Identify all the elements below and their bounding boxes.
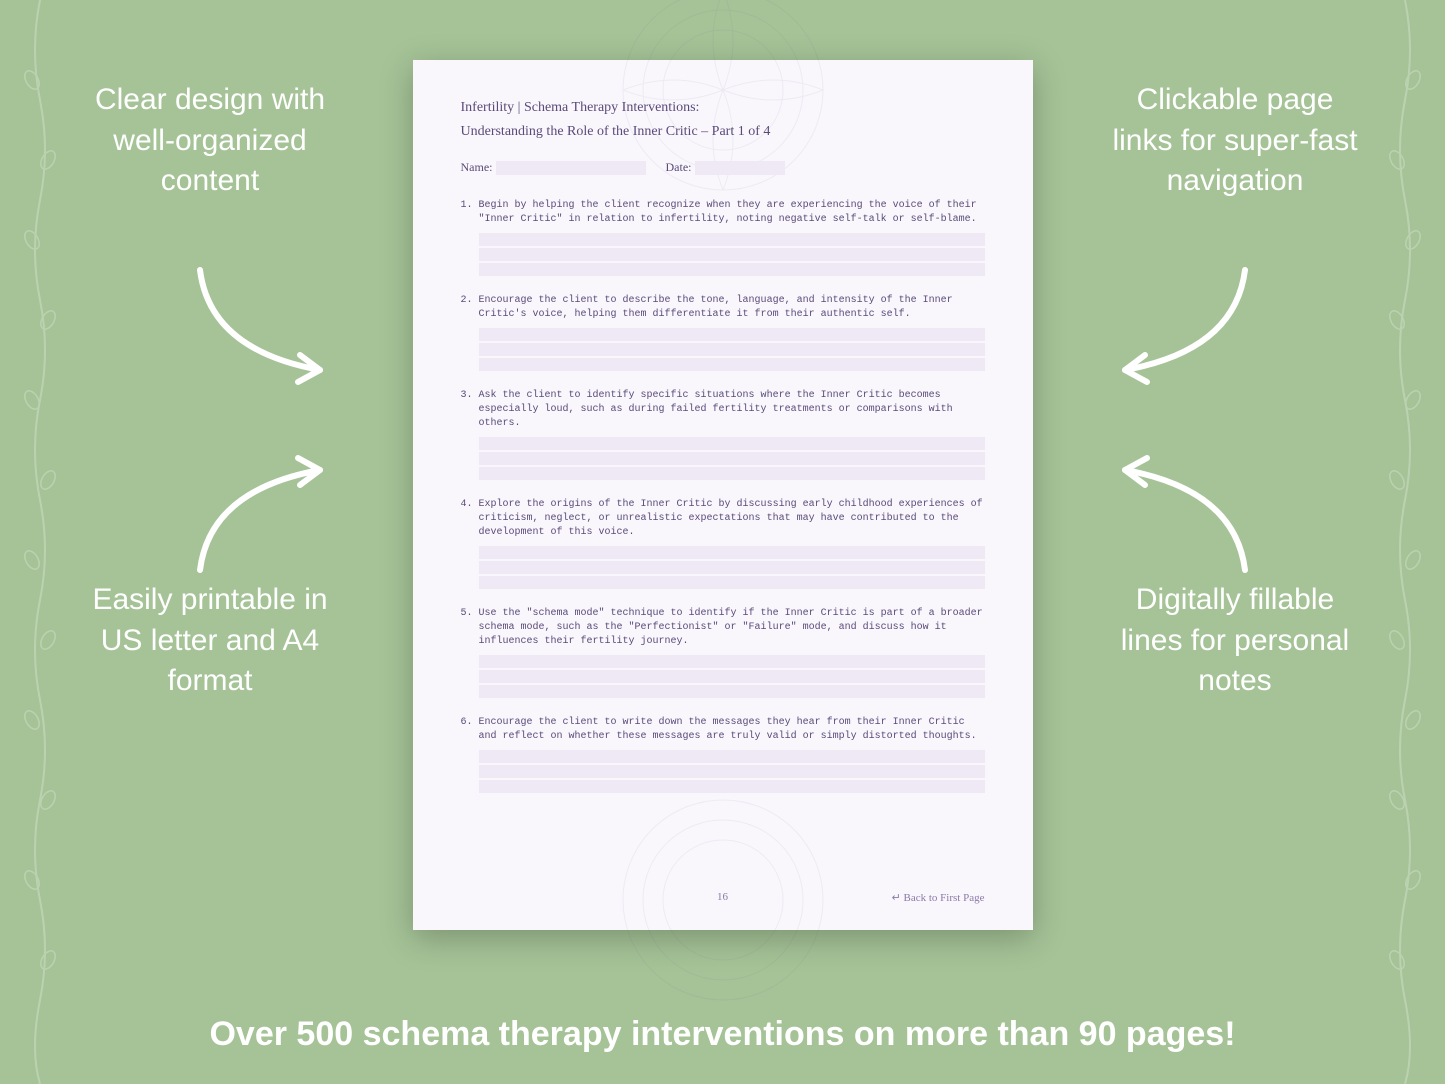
- callout-top-right: Clickable page links for super-fast navi…: [1105, 80, 1365, 202]
- fillable-lines[interactable]: [479, 233, 985, 276]
- item-text: Begin by helping the client recognize wh…: [479, 199, 985, 227]
- callout-top-left: Clear design with well-organized content: [80, 80, 340, 202]
- arrow-bottom-right: [1095, 450, 1265, 580]
- date-input[interactable]: [695, 161, 785, 175]
- name-field: Name:: [461, 160, 646, 175]
- item-number: 4.: [461, 498, 473, 540]
- vine-border-right: [1375, 0, 1435, 1084]
- fill-line[interactable]: [479, 561, 985, 574]
- fill-line[interactable]: [479, 685, 985, 698]
- fillable-lines[interactable]: [479, 437, 985, 480]
- fill-line[interactable]: [479, 576, 985, 589]
- fill-line[interactable]: [479, 546, 985, 559]
- item-text: Encourage the client to write down the m…: [479, 716, 985, 744]
- item-text: Encourage the client to describe the ton…: [479, 294, 985, 322]
- fill-line[interactable]: [479, 670, 985, 683]
- fillable-lines[interactable]: [479, 546, 985, 589]
- fill-line[interactable]: [479, 765, 985, 778]
- item-text: Explore the origins of the Inner Critic …: [479, 498, 985, 540]
- fill-line[interactable]: [479, 467, 985, 480]
- arrow-bottom-left: [180, 450, 350, 580]
- item-number: 2.: [461, 294, 473, 322]
- name-input[interactable]: [496, 161, 646, 175]
- worksheet-subtitle: Understanding the Role of the Inner Crit…: [461, 124, 985, 140]
- fillable-lines[interactable]: [479, 750, 985, 793]
- worksheet-item: 6.Encourage the client to write down the…: [461, 716, 985, 793]
- fill-line[interactable]: [479, 750, 985, 763]
- vine-border-left: [10, 0, 70, 1084]
- worksheet-page: Infertility | Schema Therapy Interventio…: [413, 60, 1033, 930]
- worksheet-title: Infertility | Schema Therapy Interventio…: [461, 100, 985, 116]
- worksheet-item: 3.Ask the client to identify specific si…: [461, 389, 985, 480]
- item-text: Ask the client to identify specific situ…: [479, 389, 985, 431]
- fill-line[interactable]: [479, 358, 985, 371]
- worksheet-item: 5.Use the "schema mode" technique to ide…: [461, 607, 985, 698]
- callout-bottom-left: Easily printable in US letter and A4 for…: [80, 580, 340, 702]
- worksheet-item: 4.Explore the origins of the Inner Criti…: [461, 498, 985, 589]
- fill-line[interactable]: [479, 328, 985, 341]
- fill-line[interactable]: [479, 233, 985, 246]
- arrow-top-right: [1095, 260, 1265, 390]
- fill-line[interactable]: [479, 780, 985, 793]
- callout-bottom-right: Digitally fillable lines for personal no…: [1105, 580, 1365, 702]
- item-text: Use the "schema mode" technique to ident…: [479, 607, 985, 649]
- fill-line[interactable]: [479, 248, 985, 261]
- fill-line[interactable]: [479, 343, 985, 356]
- item-number: 1.: [461, 199, 473, 227]
- worksheet-item: 1.Begin by helping the client recognize …: [461, 199, 985, 276]
- name-label: Name:: [461, 160, 493, 174]
- fill-line[interactable]: [479, 437, 985, 450]
- worksheet-item: 2.Encourage the client to describe the t…: [461, 294, 985, 371]
- page-number: 16: [717, 891, 728, 903]
- fillable-lines[interactable]: [479, 328, 985, 371]
- fill-line[interactable]: [479, 655, 985, 668]
- arrow-top-left: [180, 260, 350, 390]
- back-to-first-link[interactable]: ↵ Back to First Page: [892, 891, 985, 904]
- bottom-banner: Over 500 schema therapy interventions on…: [0, 1015, 1445, 1054]
- date-field: Date:: [666, 160, 785, 175]
- item-number: 6.: [461, 716, 473, 744]
- fill-line[interactable]: [479, 452, 985, 465]
- item-number: 3.: [461, 389, 473, 431]
- item-number: 5.: [461, 607, 473, 649]
- fill-line[interactable]: [479, 263, 985, 276]
- fillable-lines[interactable]: [479, 655, 985, 698]
- date-label: Date:: [666, 160, 692, 174]
